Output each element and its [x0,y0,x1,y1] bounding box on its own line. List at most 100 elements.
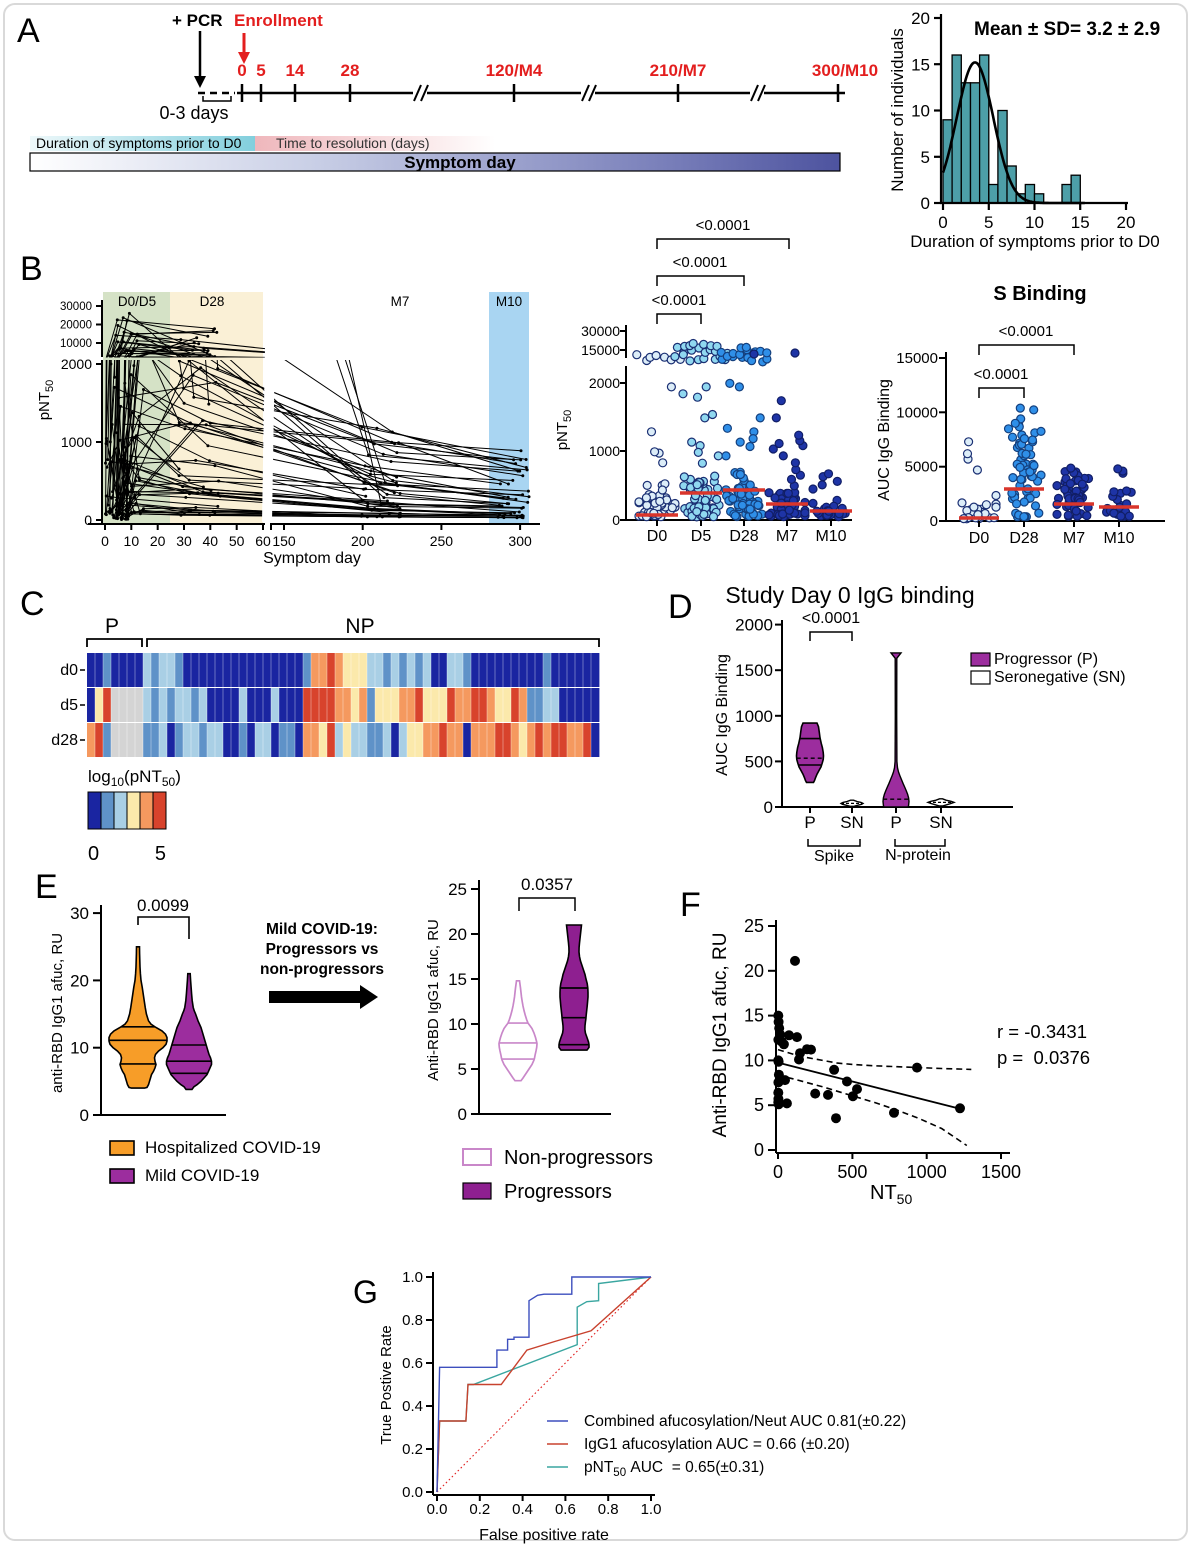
svg-text:Mean ± SD= 3.2 ± 2.9: Mean ± SD= 3.2 ± 2.9 [974,19,1160,40]
svg-text:210/M7: 210/M7 [650,61,707,80]
svg-text:D5: D5 [691,528,712,545]
svg-text:30000: 30000 [60,301,92,313]
svg-text:250: 250 [430,533,454,549]
svg-text:pNT50: pNT50 [36,380,56,421]
svg-text:AUC IgG Binding: AUC IgG Binding [714,654,731,776]
svg-text:300: 300 [508,533,532,549]
svg-text:G: G [353,1274,378,1310]
svg-text:10: 10 [124,533,140,549]
svg-text:log10(pNT50): log10(pNT50) [88,767,181,789]
svg-text:15: 15 [1071,213,1090,232]
svg-text:0.6: 0.6 [555,1501,576,1518]
svg-text:SN: SN [929,813,953,832]
svg-text:B: B [20,250,43,288]
svg-text:D28: D28 [729,528,758,545]
svg-text:<0.0001: <0.0001 [999,323,1054,340]
svg-text:14: 14 [286,61,305,80]
svg-text:10000: 10000 [896,404,938,421]
svg-text:25: 25 [448,880,467,899]
svg-text:10: 10 [744,1050,764,1070]
svg-text:D: D [668,588,693,626]
svg-text:Hospitalized COVID-19: Hospitalized COVID-19 [145,1138,321,1157]
svg-text:0.0099: 0.0099 [137,896,189,915]
svg-text:20: 20 [744,961,764,981]
svg-text:True Postive Rate: True Postive Rate [378,1325,395,1445]
svg-text:20: 20 [1117,213,1136,232]
svg-text:5: 5 [754,1095,764,1115]
svg-text:30: 30 [70,904,89,923]
svg-text:D0/D5: D0/D5 [118,294,156,309]
svg-text:E: E [35,868,58,906]
svg-text:15: 15 [911,55,930,74]
svg-text:30000: 30000 [581,323,620,339]
svg-text:<0.0001: <0.0001 [696,217,751,234]
svg-text:10: 10 [911,102,930,121]
svg-text:1000: 1000 [61,434,92,450]
svg-text:D0: D0 [969,530,990,547]
svg-text:5: 5 [256,61,265,80]
svg-text:0: 0 [237,61,246,80]
svg-text:NT50: NT50 [870,1182,912,1207]
svg-text:p = 0.0376: p = 0.0376 [997,1047,1090,1068]
svg-text:10: 10 [1025,213,1044,232]
svg-text:Non-progressors: Non-progressors [504,1147,653,1169]
svg-text:P: P [804,813,815,832]
svg-text:Anti-RBD IgG1 afuc, RU: Anti-RBD IgG1 afuc, RU [425,919,442,1081]
svg-text:20: 20 [150,533,166,549]
svg-text:AUC IgG Binding: AUC IgG Binding [876,379,893,501]
svg-text:0.8: 0.8 [402,1312,423,1329]
svg-text:Mild COVID-19: Mild COVID-19 [145,1166,259,1185]
svg-text:d28: d28 [51,732,78,749]
svg-text:SN: SN [840,813,864,832]
svg-text:0: 0 [773,1162,783,1182]
svg-text:15: 15 [448,970,467,989]
svg-text:+ PCR: + PCR [172,11,223,30]
svg-text:M10: M10 [1103,530,1134,547]
svg-text:0.6: 0.6 [402,1355,423,1372]
svg-text:D0: D0 [647,528,668,545]
svg-text:anti-RBD IgG1 afuc, RU: anti-RBD IgG1 afuc, RU [49,933,66,1093]
svg-text:d5: d5 [60,697,78,714]
svg-text:M7: M7 [1063,530,1085,547]
svg-text:M7: M7 [776,528,798,545]
svg-text:0.2: 0.2 [469,1501,490,1518]
svg-text:0: 0 [764,798,773,817]
svg-text:0: 0 [612,512,620,528]
svg-text:2000: 2000 [589,375,620,391]
svg-text:0.8: 0.8 [598,1501,619,1518]
svg-text:5: 5 [921,148,930,167]
svg-text:20: 20 [70,971,89,990]
svg-text:r = -0.3431: r = -0.3431 [997,1021,1087,1042]
svg-text:50: 50 [229,533,245,549]
svg-text:20000: 20000 [60,320,92,332]
svg-text:d0: d0 [60,662,78,679]
svg-text:1000: 1000 [735,707,773,726]
svg-text:150: 150 [272,533,296,549]
svg-text:A: A [17,12,40,50]
svg-text:2000: 2000 [735,616,773,635]
svg-text:1500: 1500 [981,1162,1021,1182]
svg-text:0: 0 [84,512,92,528]
svg-text:0.4: 0.4 [402,1398,423,1415]
svg-text:20: 20 [911,9,930,28]
svg-text:Time to resolution (days): Time to resolution (days) [276,135,430,151]
svg-text:5000: 5000 [905,459,938,476]
svg-text:0.2: 0.2 [402,1441,423,1458]
svg-text:P: P [890,813,901,832]
svg-text:10000: 10000 [60,338,92,350]
svg-text:28: 28 [341,61,360,80]
svg-text:0.0357: 0.0357 [521,875,573,894]
svg-text:C: C [20,585,45,623]
svg-text:0.0: 0.0 [427,1501,448,1518]
svg-text:Progressor (P): Progressor (P) [994,651,1098,668]
svg-text:500: 500 [837,1162,867,1182]
svg-text:N-protein: N-protein [885,847,951,864]
svg-text:500: 500 [745,752,773,771]
svg-text:Spike: Spike [814,848,854,865]
svg-text:15000: 15000 [896,350,938,367]
svg-text:300/M10: 300/M10 [812,61,878,80]
svg-text:10: 10 [448,1015,467,1034]
svg-text:0: 0 [754,1140,764,1160]
svg-text:<0.0001: <0.0001 [802,610,860,627]
svg-text:Mild COVID-19:: Mild COVID-19: [266,921,378,938]
